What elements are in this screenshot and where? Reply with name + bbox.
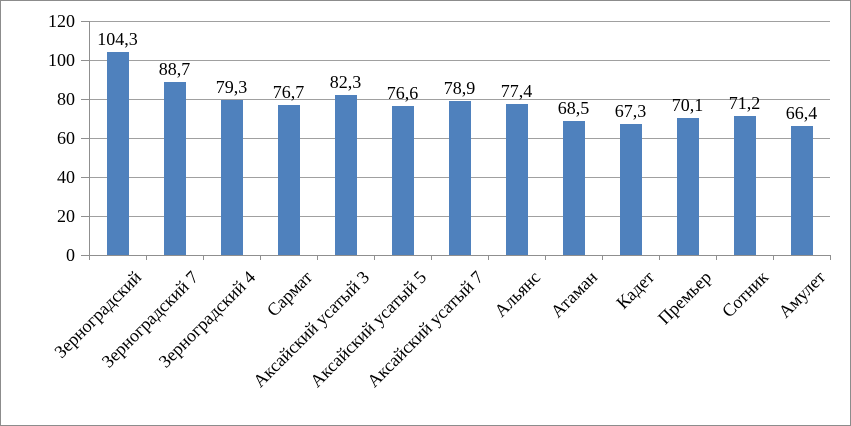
bar [790, 125, 813, 255]
bar [220, 100, 243, 255]
bar [619, 123, 642, 255]
x-axis-tick [716, 255, 717, 260]
x-axis-tick [602, 255, 603, 260]
gridline [89, 99, 830, 100]
x-axis-tick [431, 255, 432, 260]
y-axis-label: 100 [48, 50, 75, 70]
y-axis-tick [81, 138, 89, 139]
x-axis-category-label: Амулет [773, 267, 829, 322]
gridline [89, 60, 830, 61]
y-axis-label: 80 [57, 89, 75, 109]
y-axis-tick [81, 21, 89, 22]
bar [163, 82, 186, 255]
bar-value-label: 77,4 [500, 81, 533, 102]
y-axis-tick [81, 216, 89, 217]
y-axis-tick [81, 177, 89, 178]
bar [733, 116, 756, 255]
x-axis-tick [488, 255, 489, 260]
x-axis-tick [89, 255, 90, 260]
y-axis-line [89, 21, 90, 256]
bar-value-label: 82,3 [329, 71, 362, 92]
bar-value-label: 71,2 [728, 93, 761, 114]
bar-value-label: 76,7 [272, 82, 305, 103]
x-axis-tick [374, 255, 375, 260]
x-axis-tick [545, 255, 546, 260]
bar [676, 118, 699, 255]
bar [448, 101, 471, 255]
x-axis-tick [773, 255, 774, 260]
x-axis-line [89, 255, 831, 256]
bar [334, 94, 357, 255]
bar-value-label: 88,7 [158, 59, 191, 80]
x-axis-tick [830, 255, 831, 260]
bar-value-label: 67,3 [614, 100, 647, 121]
bar [106, 51, 129, 255]
x-axis-tick [317, 255, 318, 260]
y-axis-label: 0 [66, 245, 75, 265]
x-axis-tick [203, 255, 204, 260]
bar-value-label: 78,9 [443, 78, 476, 99]
bar-value-label: 66,4 [785, 102, 818, 123]
y-axis-tick [81, 99, 89, 100]
bar [277, 105, 300, 255]
x-axis-tick [260, 255, 261, 260]
bar-value-label: 79,3 [215, 77, 248, 98]
bar-value-label: 104,3 [97, 28, 138, 49]
y-axis-label: 40 [57, 167, 75, 187]
bar-value-label: 76,6 [386, 82, 419, 103]
bar [391, 105, 414, 255]
bar-value-label: 70,1 [671, 95, 704, 116]
y-axis-label: 60 [57, 128, 75, 148]
bar-value-label: 68,5 [557, 98, 590, 119]
gridline [89, 21, 830, 22]
y-axis-tick [81, 60, 89, 61]
y-axis-tick [81, 255, 89, 256]
y-axis-label: 120 [48, 11, 75, 31]
bar [562, 121, 585, 255]
x-axis-tick [659, 255, 660, 260]
y-axis-label: 20 [57, 206, 75, 226]
bar [505, 104, 528, 255]
x-axis-tick [146, 255, 147, 260]
